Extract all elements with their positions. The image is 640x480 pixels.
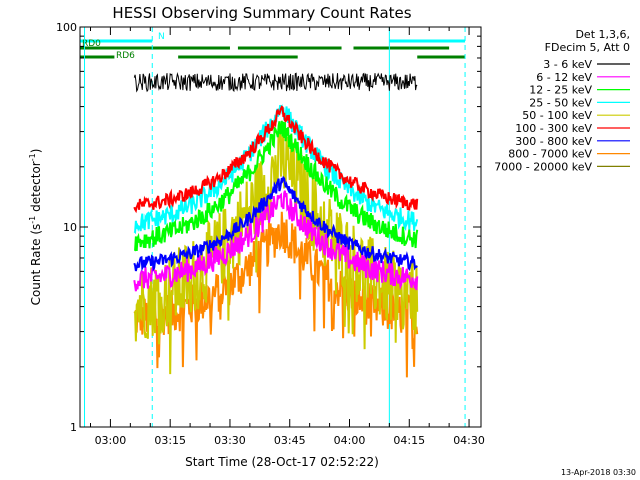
legend-entry-label: 100 - 300 keV bbox=[515, 122, 592, 135]
legend-entry-label: 6 - 12 keV bbox=[536, 71, 592, 84]
y-tick-label: 10 bbox=[63, 221, 77, 234]
flag-label-n: N bbox=[158, 32, 165, 42]
legend-entry-label: 50 - 100 keV bbox=[522, 109, 592, 122]
legend-entry-label: 300 - 800 keV bbox=[515, 135, 592, 148]
plot-area: N RD0 RD6 bbox=[80, 27, 466, 427]
x-tick-label: 03:30 bbox=[214, 434, 246, 447]
chart-title: HESSI Observing Summary Count Rates bbox=[112, 4, 411, 22]
x-tick-label: 04:30 bbox=[453, 434, 485, 447]
legend-entry-label: 25 - 50 keV bbox=[529, 96, 592, 109]
legend-header-line-2: FDecim 5, Att 0 bbox=[545, 41, 630, 54]
series-line-12to25kev bbox=[134, 120, 419, 252]
series-line-50to100kev bbox=[133, 125, 419, 375]
x-tick-label: 03:00 bbox=[95, 434, 127, 447]
y-axis-label: Count Rate (s-1 detector-1) bbox=[28, 149, 43, 306]
series-line-6to12kev bbox=[133, 190, 419, 292]
x-tick-label: 04:00 bbox=[334, 434, 366, 447]
series-line-300to800kev bbox=[133, 175, 418, 272]
footer-date: 13-Apr-2018 03:30 bbox=[561, 468, 636, 477]
legend-entry-label: 800 - 7000 keV bbox=[508, 148, 592, 161]
y-axis: 1 10 100 bbox=[56, 21, 481, 434]
legend-entry-label: 7000 - 20000 keV bbox=[494, 160, 592, 173]
y-tick-label: 100 bbox=[56, 21, 77, 34]
series-line-3to6kev bbox=[133, 72, 418, 93]
flag-label-rd0: RD0 bbox=[82, 39, 101, 49]
x-axis-label: Start Time (28-Oct-17 02:52:22) bbox=[185, 455, 379, 469]
x-tick-label: 03:15 bbox=[154, 434, 186, 447]
series-line-100to300kev bbox=[133, 105, 419, 214]
flag-label-rd6: RD6 bbox=[116, 51, 135, 61]
legend-entry-label: 12 - 25 keV bbox=[529, 84, 592, 97]
legend-entry-label: 3 - 6 keV bbox=[543, 58, 592, 71]
legend-header-line-1: Det 1,3,6, bbox=[575, 28, 630, 41]
x-axis: 03:00 03:15 03:30 03:45 04:00 04:15 04:30 bbox=[89, 27, 485, 447]
x-tick-label: 03:45 bbox=[274, 434, 306, 447]
x-tick-label: 04:15 bbox=[393, 434, 425, 447]
y-tick-label: 1 bbox=[70, 421, 77, 434]
